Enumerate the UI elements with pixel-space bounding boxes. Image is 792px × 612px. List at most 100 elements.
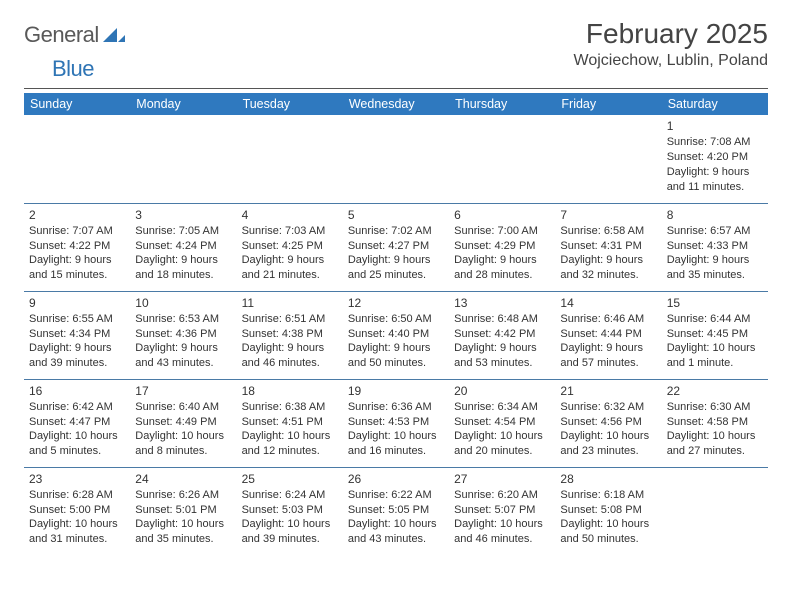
day-number: 8 xyxy=(667,207,763,223)
sunset-text: Sunset: 4:36 PM xyxy=(135,327,231,342)
daylight-text: Daylight: 9 hours and 11 minutes. xyxy=(667,165,763,195)
daylight-text: Daylight: 10 hours and 20 minutes. xyxy=(454,429,550,459)
calendar-week: 2Sunrise: 7:07 AMSunset: 4:22 PMDaylight… xyxy=(24,203,768,291)
calendar-day: 7Sunrise: 6:58 AMSunset: 4:31 PMDaylight… xyxy=(555,203,661,291)
daylight-text: Daylight: 10 hours and 8 minutes. xyxy=(135,429,231,459)
sunset-text: Sunset: 4:47 PM xyxy=(29,415,125,430)
day-number: 24 xyxy=(135,471,231,487)
daylight-text: Daylight: 9 hours and 18 minutes. xyxy=(135,253,231,283)
daylight-text: Daylight: 9 hours and 28 minutes. xyxy=(454,253,550,283)
sunrise-text: Sunrise: 7:05 AM xyxy=(135,224,231,239)
daylight-text: Daylight: 10 hours and 27 minutes. xyxy=(667,429,763,459)
daylight-text: Daylight: 10 hours and 12 minutes. xyxy=(242,429,338,459)
calendar-week: 1Sunrise: 7:08 AMSunset: 4:20 PMDaylight… xyxy=(24,115,768,203)
calendar-day: 23Sunrise: 6:28 AMSunset: 5:00 PMDayligh… xyxy=(24,467,130,555)
day-number: 6 xyxy=(454,207,550,223)
sunrise-text: Sunrise: 6:42 AM xyxy=(29,400,125,415)
calendar-day: 24Sunrise: 6:26 AMSunset: 5:01 PMDayligh… xyxy=(130,467,236,555)
sunset-text: Sunset: 4:34 PM xyxy=(29,327,125,342)
calendar-day: 5Sunrise: 7:02 AMSunset: 4:27 PMDaylight… xyxy=(343,203,449,291)
sunrise-text: Sunrise: 6:46 AM xyxy=(560,312,656,327)
sunrise-text: Sunrise: 6:50 AM xyxy=(348,312,444,327)
sunrise-text: Sunrise: 6:24 AM xyxy=(242,488,338,503)
sunrise-text: Sunrise: 6:34 AM xyxy=(454,400,550,415)
calendar-day: 16Sunrise: 6:42 AMSunset: 4:47 PMDayligh… xyxy=(24,379,130,467)
sunset-text: Sunset: 4:27 PM xyxy=(348,239,444,254)
daylight-text: Daylight: 9 hours and 46 minutes. xyxy=(242,341,338,371)
header-divider xyxy=(24,88,768,89)
calendar-day: 17Sunrise: 6:40 AMSunset: 4:49 PMDayligh… xyxy=(130,379,236,467)
sunrise-text: Sunrise: 6:57 AM xyxy=(667,224,763,239)
day-number: 18 xyxy=(242,383,338,399)
daylight-text: Daylight: 10 hours and 31 minutes. xyxy=(29,517,125,547)
day-number: 1 xyxy=(667,118,763,134)
daylight-text: Daylight: 9 hours and 15 minutes. xyxy=(29,253,125,283)
dayname-sunday: Sunday xyxy=(24,93,130,115)
sunset-text: Sunset: 4:51 PM xyxy=(242,415,338,430)
daylight-text: Daylight: 10 hours and 16 minutes. xyxy=(348,429,444,459)
calendar-head: SundayMondayTuesdayWednesdayThursdayFrid… xyxy=(24,93,768,115)
calendar-body: 1Sunrise: 7:08 AMSunset: 4:20 PMDaylight… xyxy=(24,115,768,555)
sunrise-text: Sunrise: 7:02 AM xyxy=(348,224,444,239)
sunset-text: Sunset: 5:05 PM xyxy=(348,503,444,518)
calendar-day: 9Sunrise: 6:55 AMSunset: 4:34 PMDaylight… xyxy=(24,291,130,379)
calendar-day: 12Sunrise: 6:50 AMSunset: 4:40 PMDayligh… xyxy=(343,291,449,379)
calendar-day: 19Sunrise: 6:36 AMSunset: 4:53 PMDayligh… xyxy=(343,379,449,467)
calendar-empty xyxy=(555,115,661,203)
sunset-text: Sunset: 4:45 PM xyxy=(667,327,763,342)
calendar-day: 22Sunrise: 6:30 AMSunset: 4:58 PMDayligh… xyxy=(662,379,768,467)
calendar-day: 28Sunrise: 6:18 AMSunset: 5:08 PMDayligh… xyxy=(555,467,661,555)
sunrise-text: Sunrise: 6:53 AM xyxy=(135,312,231,327)
day-number: 13 xyxy=(454,295,550,311)
day-number: 28 xyxy=(560,471,656,487)
daylight-text: Daylight: 10 hours and 43 minutes. xyxy=(348,517,444,547)
sunrise-text: Sunrise: 6:22 AM xyxy=(348,488,444,503)
calendar-week: 9Sunrise: 6:55 AMSunset: 4:34 PMDaylight… xyxy=(24,291,768,379)
sunrise-text: Sunrise: 6:26 AM xyxy=(135,488,231,503)
logo-text-general: General xyxy=(24,22,99,48)
dayname-thursday: Thursday xyxy=(449,93,555,115)
day-number: 23 xyxy=(29,471,125,487)
sunset-text: Sunset: 4:49 PM xyxy=(135,415,231,430)
logo: General xyxy=(24,22,127,48)
sunset-text: Sunset: 4:25 PM xyxy=(242,239,338,254)
dayname-monday: Monday xyxy=(130,93,236,115)
sunrise-text: Sunrise: 7:03 AM xyxy=(242,224,338,239)
sunset-text: Sunset: 4:44 PM xyxy=(560,327,656,342)
daylight-text: Daylight: 10 hours and 23 minutes. xyxy=(560,429,656,459)
sunset-text: Sunset: 5:08 PM xyxy=(560,503,656,518)
calendar-day: 25Sunrise: 6:24 AMSunset: 5:03 PMDayligh… xyxy=(237,467,343,555)
daylight-text: Daylight: 9 hours and 25 minutes. xyxy=(348,253,444,283)
day-number: 14 xyxy=(560,295,656,311)
sunset-text: Sunset: 4:29 PM xyxy=(454,239,550,254)
sunset-text: Sunset: 4:53 PM xyxy=(348,415,444,430)
calendar-table: SundayMondayTuesdayWednesdayThursdayFrid… xyxy=(24,93,768,555)
dayname-wednesday: Wednesday xyxy=(343,93,449,115)
day-number: 5 xyxy=(348,207,444,223)
daylight-text: Daylight: 10 hours and 50 minutes. xyxy=(560,517,656,547)
daylight-text: Daylight: 9 hours and 53 minutes. xyxy=(454,341,550,371)
calendar-week: 23Sunrise: 6:28 AMSunset: 5:00 PMDayligh… xyxy=(24,467,768,555)
day-number: 2 xyxy=(29,207,125,223)
day-number: 19 xyxy=(348,383,444,399)
sunset-text: Sunset: 4:40 PM xyxy=(348,327,444,342)
sunrise-text: Sunrise: 6:28 AM xyxy=(29,488,125,503)
calendar-empty xyxy=(237,115,343,203)
calendar-empty xyxy=(449,115,555,203)
sunset-text: Sunset: 4:38 PM xyxy=(242,327,338,342)
calendar-day: 10Sunrise: 6:53 AMSunset: 4:36 PMDayligh… xyxy=(130,291,236,379)
daylight-text: Daylight: 10 hours and 1 minute. xyxy=(667,341,763,371)
sunrise-text: Sunrise: 6:20 AM xyxy=(454,488,550,503)
dayname-friday: Friday xyxy=(555,93,661,115)
dayname-tuesday: Tuesday xyxy=(237,93,343,115)
day-number: 9 xyxy=(29,295,125,311)
sunset-text: Sunset: 4:42 PM xyxy=(454,327,550,342)
sunset-text: Sunset: 4:58 PM xyxy=(667,415,763,430)
sunset-text: Sunset: 4:22 PM xyxy=(29,239,125,254)
daylight-text: Daylight: 9 hours and 32 minutes. xyxy=(560,253,656,283)
calendar-day: 1Sunrise: 7:08 AMSunset: 4:20 PMDaylight… xyxy=(662,115,768,203)
daylight-text: Daylight: 10 hours and 5 minutes. xyxy=(29,429,125,459)
sunset-text: Sunset: 4:20 PM xyxy=(667,150,763,165)
sunset-text: Sunset: 5:00 PM xyxy=(29,503,125,518)
calendar-day: 3Sunrise: 7:05 AMSunset: 4:24 PMDaylight… xyxy=(130,203,236,291)
